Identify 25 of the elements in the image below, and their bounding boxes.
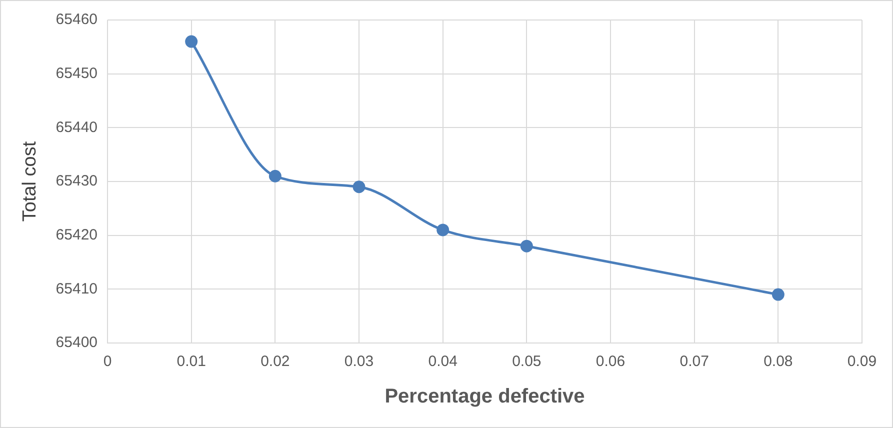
point (268, 170, 282, 182)
x-tick-label: 0.08 (764, 353, 793, 370)
point (436, 224, 450, 236)
y-tick-label: 65440 (56, 118, 98, 136)
x-axis-title: Percentage defective (384, 386, 585, 408)
x-tick-label: 0.04 (428, 353, 458, 370)
x-tick-label: 0.05 (512, 353, 542, 370)
y-tick-label: 65460 (56, 11, 98, 28)
x-tick-label: 0.01 (176, 353, 206, 370)
y-tick-label: 65420 (56, 226, 98, 244)
point (185, 35, 198, 48)
point (520, 240, 533, 252)
point (352, 180, 366, 194)
y-tick-label: 65430 (56, 172, 98, 190)
x-tick-label: 0.03 (344, 353, 374, 370)
y-axis-title: Total cost (20, 140, 41, 222)
x-tick-label: 0.07 (680, 353, 709, 370)
x-tick-label: 0.02 (260, 353, 290, 370)
y-tick-label: 65410 (56, 280, 98, 298)
y-tick-label: 65400 (56, 334, 98, 352)
x-tick-label: 0.09 (847, 353, 877, 370)
point (772, 288, 784, 301)
y-tick-label: 65450 (56, 64, 98, 82)
x-tick-label: 0.06 (596, 353, 626, 370)
x-tick-label: 0 (103, 353, 112, 370)
